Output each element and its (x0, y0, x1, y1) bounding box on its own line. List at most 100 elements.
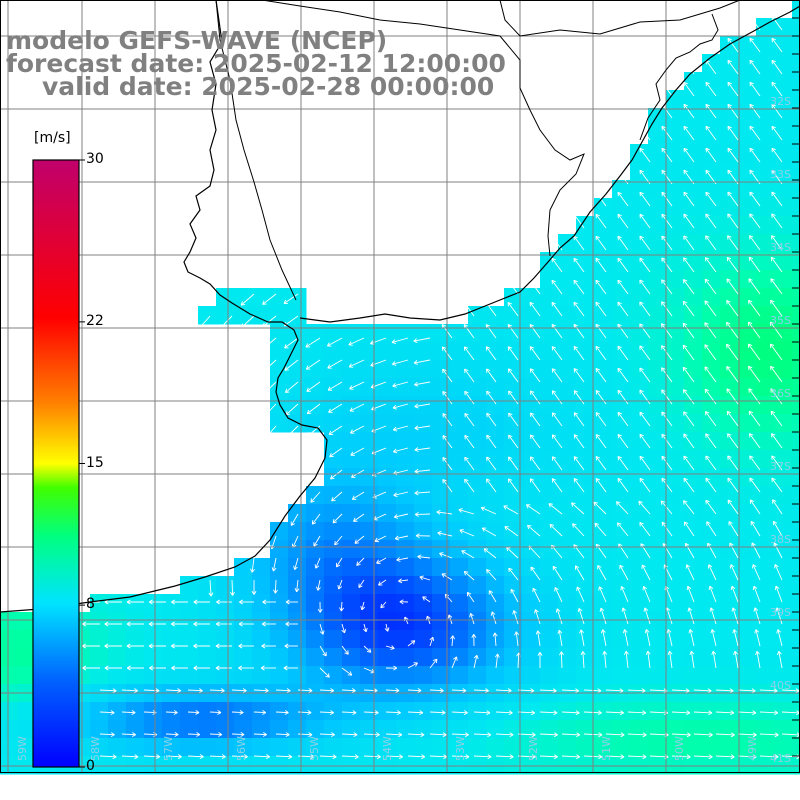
wind-arrow (480, 506, 497, 515)
speed-cell (756, 288, 775, 307)
speed-cell (684, 486, 703, 505)
wind-vectors (82, 15, 800, 760)
speed-cell (576, 450, 595, 469)
wind-arrow (187, 754, 204, 760)
wind-arrow (508, 434, 519, 449)
wind-arrow (770, 365, 783, 383)
speed-cell (738, 450, 757, 469)
wind-arrow (529, 257, 541, 273)
speed-cell (324, 540, 343, 559)
speed-cell (702, 648, 721, 667)
speed-cell (558, 576, 577, 595)
wind-arrow (495, 710, 513, 716)
speed-cell (630, 594, 649, 613)
speed-cell (432, 558, 451, 577)
speed-cell (198, 738, 217, 757)
wind-arrow (749, 59, 761, 75)
wind-arrow (507, 301, 519, 317)
speed-cell (558, 396, 577, 415)
speed-cell (738, 504, 757, 523)
speed-cell (594, 576, 613, 595)
speed-cell (126, 738, 145, 757)
wind-arrow (414, 490, 431, 496)
speed-cell (450, 630, 469, 649)
wind-arrow (705, 499, 717, 515)
speed-cell (630, 576, 649, 595)
wind-arrow (686, 585, 695, 603)
speed-cell (702, 54, 721, 73)
wind-arrow (771, 455, 783, 471)
speed-cell (324, 414, 343, 433)
speed-cell (324, 648, 343, 667)
title-model: modelo GEFS-WAVE (NCEP) (6, 26, 388, 55)
wind-arrow (121, 688, 138, 694)
speed-cell (540, 414, 559, 433)
speed-cell (684, 558, 703, 577)
wind-arrow (469, 612, 475, 625)
wind-arrow (661, 147, 673, 163)
wind-arrow (707, 564, 717, 581)
wind-arrow (317, 601, 323, 613)
speed-cell (738, 252, 757, 271)
speed-cell (288, 504, 307, 523)
wind-arrow (704, 300, 717, 317)
speed-cell (108, 630, 127, 649)
wind-arrow (209, 688, 225, 694)
speed-cell (468, 630, 487, 649)
wind-arrow (414, 403, 431, 409)
speed-cell (324, 612, 343, 631)
speed-cell (612, 378, 631, 397)
speed-cell (108, 594, 127, 613)
speed-cell (162, 612, 181, 631)
speed-cell (468, 360, 487, 379)
speed-cell (108, 702, 127, 721)
wind-arrow (737, 710, 757, 716)
speed-cell (576, 216, 595, 235)
speed-cell (774, 540, 793, 559)
wind-arrow (121, 710, 136, 715)
speed-cell (558, 702, 577, 721)
wind-arrow (727, 103, 739, 119)
wind-arrow (495, 732, 514, 738)
wind-arrow (171, 599, 188, 605)
speed-cell (774, 162, 793, 181)
wind-arrow (464, 390, 475, 405)
wind-arrow (748, 278, 761, 295)
speed-cell (450, 486, 469, 505)
wind-arrow (407, 732, 425, 738)
wind-arrow (693, 688, 712, 694)
speed-cell (666, 288, 685, 307)
wind-arrow (143, 688, 160, 694)
wind-arrow (464, 368, 475, 383)
speed-cell (792, 54, 800, 73)
speed-cell (288, 612, 307, 631)
speed-cell (774, 288, 793, 307)
wind-arrow (216, 599, 232, 605)
speed-cell (774, 576, 793, 595)
wind-arrow (693, 710, 713, 716)
wind-arrow (770, 256, 783, 273)
speed-cell (576, 594, 595, 613)
wind-arrow (126, 665, 144, 671)
speed-cell (486, 342, 505, 361)
speed-cell (720, 612, 739, 631)
speed-cell (396, 702, 415, 721)
speed-cell (396, 432, 415, 451)
speed-cell (594, 288, 613, 307)
speed-cell (486, 360, 505, 379)
speed-cell (738, 468, 757, 487)
speed-cell (558, 306, 577, 325)
wind-arrow (240, 293, 255, 306)
speed-cell (630, 720, 649, 739)
speed-cell (0, 738, 19, 757)
speed-cell (756, 612, 775, 631)
wind-arrow (627, 688, 646, 694)
speed-cell (738, 630, 757, 649)
speed-cell (702, 576, 721, 595)
speed-cell (612, 180, 631, 199)
wind-arrow (732, 629, 739, 647)
wind-arrow (771, 103, 783, 119)
speed-cell (612, 432, 631, 451)
speed-cell (360, 576, 379, 595)
speed-cell (396, 396, 415, 415)
